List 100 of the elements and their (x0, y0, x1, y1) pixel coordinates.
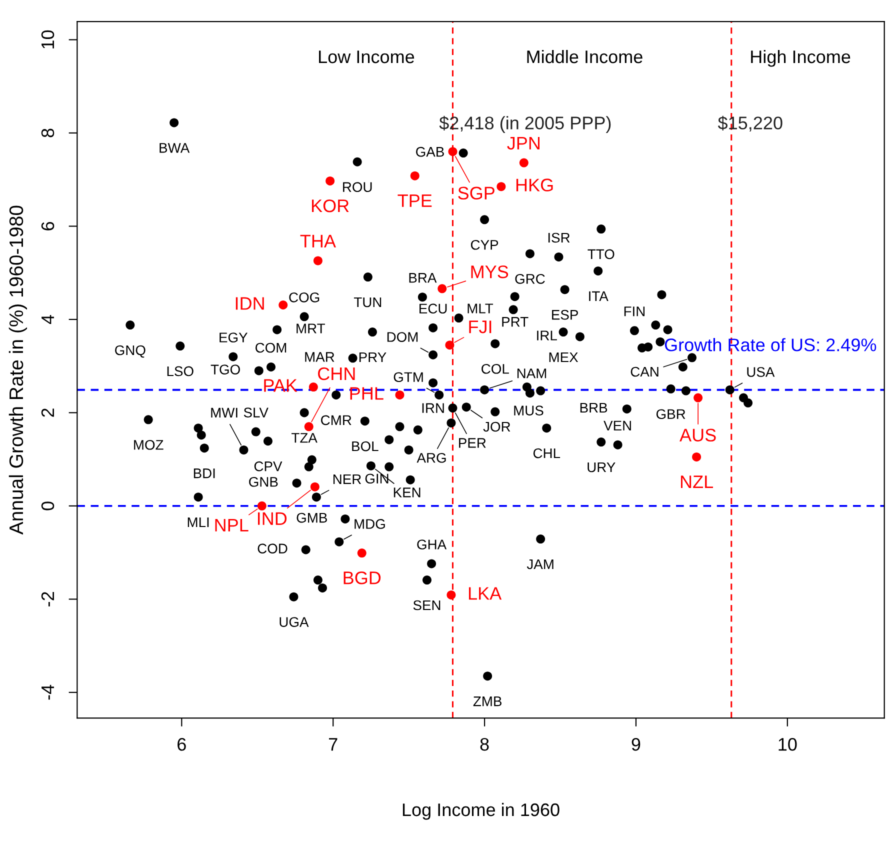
annotation: MRT (296, 324, 326, 334)
annotation: IRN (422, 403, 444, 413)
y-tick-label: 0 (41, 502, 54, 510)
annotation: GAB (416, 146, 444, 157)
annotation: ROU (343, 182, 372, 192)
annotation: CPV (254, 461, 282, 472)
annotation: NZL (680, 476, 714, 488)
annotation: GTM (394, 372, 423, 382)
annotation: UGA (280, 617, 309, 627)
annotation: BRB (580, 402, 608, 413)
annotation: THA (300, 234, 336, 248)
annotation: $2,418 (in 2005 PPP) (439, 116, 611, 133)
point (446, 590, 456, 600)
annotation: VEN (604, 420, 631, 430)
annotation: JAM (526, 559, 554, 570)
annotation: GNQ (115, 345, 146, 358)
annotation: GIN (365, 474, 388, 484)
annotation: BDI (194, 468, 215, 478)
annotation: High Income (751, 50, 850, 67)
ref-line-label: Growth Rate of US: 2.49% (664, 338, 876, 352)
annotation: USA (747, 367, 775, 377)
point (257, 501, 266, 510)
annotation: Middle Income (527, 50, 642, 64)
y-tick-label: 8 (41, 128, 54, 138)
annotation: IDN (236, 297, 264, 310)
annotation: COG (289, 292, 320, 302)
point (278, 300, 288, 310)
x-tick-label: 6 (178, 738, 186, 751)
annotation: BOL (352, 441, 378, 452)
annotation: COD (258, 544, 288, 554)
annotation: IRL (537, 330, 557, 340)
point (304, 422, 314, 432)
point (313, 256, 322, 266)
annotation: TGO (210, 364, 240, 374)
x-tick-label: 9 (632, 738, 640, 751)
annotation: GBR (656, 409, 686, 420)
annotation: MEX (549, 352, 578, 362)
annotation: BWA (160, 143, 190, 153)
annotation: CHL (533, 448, 560, 458)
annotation: ITA (589, 291, 608, 301)
point (448, 147, 458, 156)
x-tick-label: 8 (480, 738, 489, 751)
point (308, 382, 318, 392)
annotation: AUS (680, 428, 716, 442)
y-tick-label: -4 (42, 684, 54, 700)
annotation: MWI (211, 408, 238, 418)
annotation: GNB (249, 476, 278, 487)
x-axis-title: Log Income in 1960 (402, 802, 560, 820)
annotation: ARG (416, 452, 446, 463)
annotation: PRY (359, 352, 386, 362)
annotation: DOM (387, 332, 418, 342)
point (310, 482, 320, 492)
annotation: NPL (215, 519, 248, 532)
annotation: CHN (318, 367, 355, 380)
annotation: TPE (398, 194, 432, 207)
x-tick-label: 10 (778, 738, 797, 751)
point (395, 390, 404, 400)
annotation: NER (333, 474, 362, 484)
annotation: EGY (220, 332, 248, 342)
annotation: COL (482, 364, 509, 374)
annotation: BGD (344, 571, 381, 584)
y-tick-label: 6 (41, 222, 54, 230)
point (519, 158, 528, 168)
x-tick-label: 7 (329, 738, 338, 751)
annotation: LKA (468, 587, 502, 600)
annotation: SLV (244, 408, 268, 418)
point (410, 171, 420, 180)
point (326, 176, 335, 186)
annotation: Low Income (319, 50, 414, 64)
annotation: JOR (483, 422, 510, 432)
point (438, 284, 447, 294)
annotation: MYS (471, 265, 508, 278)
annotation: JPN (507, 137, 540, 150)
annotation: COM (256, 342, 286, 353)
annotation: CAN (630, 366, 658, 377)
point (692, 452, 702, 462)
annotation: MOZ (134, 440, 164, 450)
annotation: MDG (354, 519, 385, 529)
annotation: FIN (624, 306, 645, 316)
y-axis-title: Annual Growth Rate in (%) 1960-1980 (8, 206, 27, 535)
annotation: MLI (188, 517, 209, 528)
annotation: CYP (470, 240, 498, 250)
annotation: KOR (312, 199, 349, 212)
annotation: GMB (296, 512, 327, 523)
annotation: MAR (305, 352, 334, 362)
point (496, 182, 506, 192)
annotation: ISR (548, 232, 570, 243)
annotation: KEN (394, 488, 420, 498)
annotation: SGP (458, 186, 494, 200)
y-tick-label: 10 (41, 30, 54, 48)
y-tick-label: -2 (41, 592, 54, 606)
annotation: FJI (469, 320, 492, 334)
annotation: PRT (502, 317, 528, 327)
annotation: GHA (417, 540, 447, 550)
annotation: PAK (264, 379, 298, 392)
y-tick-label: 4 (42, 314, 54, 324)
annotation: SEN (413, 600, 440, 610)
point (445, 340, 454, 350)
annotation: NAM (517, 368, 546, 378)
annotation: CMR (321, 415, 352, 426)
